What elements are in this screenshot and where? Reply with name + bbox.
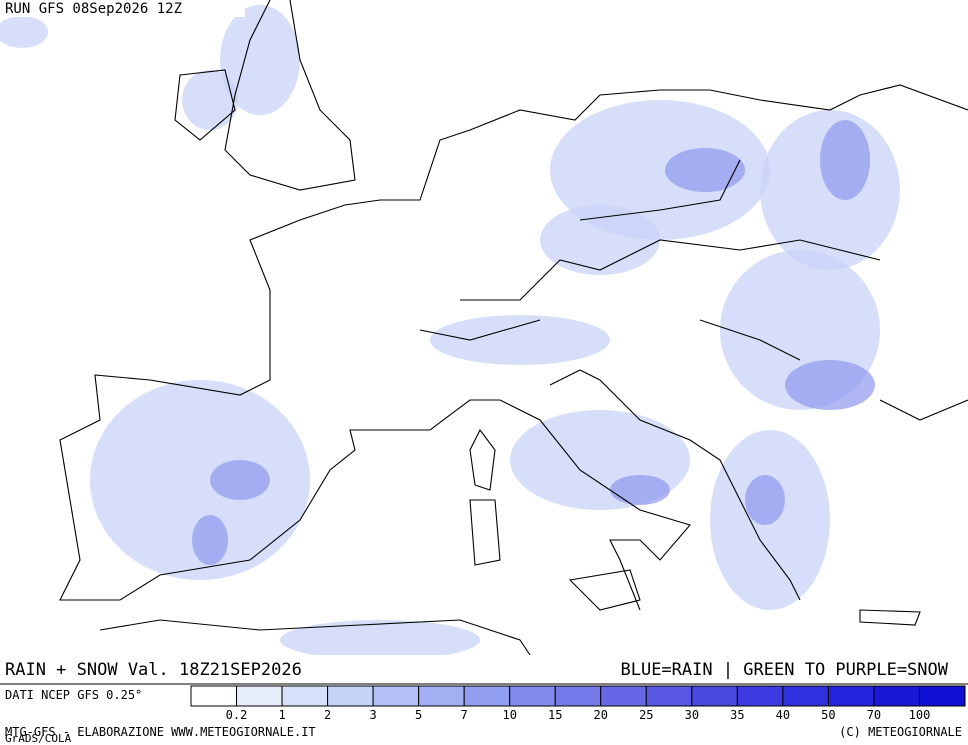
colorbar-swatch [509,685,556,707]
run-label: RUN GFS 08Sep2026 12Z [5,1,182,17]
grads-label: GrADS/COLA [5,732,72,745]
colorbar-swatch [327,685,374,707]
colorbar-label: 100 [909,708,931,722]
key-label: BLUE=RAIN | GREEN TO PURPLE=SNOW [620,660,948,680]
precip-field [0,5,900,660]
colorbar-label: 70 [867,708,881,722]
colorbar-label: 3 [370,708,377,722]
colorbar-swatch [236,685,283,707]
colorbar-swatch [645,685,693,707]
colorbar-label: 25 [639,708,653,722]
colorbar-swatch [190,685,238,707]
colorbar-swatch [918,685,966,707]
header-bg [0,0,245,17]
validity-label: RAIN + SNOW Val. 18Z21SEP2026 [5,660,302,680]
source-label: DATI NCEP GFS 0.25° [5,688,142,702]
colorbar-label: 20 [594,708,608,722]
colorbar-label: 10 [502,708,516,722]
colorbar-swatch [873,685,920,707]
credit-label: MTG-GFS - ELABORAZIONE WWW.METEOGIORNALE… [5,725,316,739]
copyright-label: (C) METEOGIORNALE [839,725,962,739]
colorbar-label: 35 [730,708,744,722]
colorbar-label: 15 [548,708,562,722]
colorbar-label: 2 [324,708,331,722]
colorbar-label: 30 [685,708,699,722]
colorbar-label: 40 [776,708,790,722]
colorbar-swatch [281,685,329,707]
colorbar-swatch [827,685,875,707]
colorbar-label: 5 [415,708,422,722]
colorbar: 0.2 1 2 3 5 7 10 15 20 25 30 35 40 50 70 100 [190,685,966,722]
colorbar-label: 0.2 [226,708,248,722]
coastlines [59,0,968,656]
colorbar-swatch [691,685,738,707]
colorbar-label: 1 [278,708,285,722]
colorbar-swatch [372,685,420,707]
colorbar-swatch [736,685,784,707]
colorbar-swatch [782,685,829,707]
colorbar-swatch [554,685,602,707]
colorbar-swatch [418,685,465,707]
colorbar-swatch [600,685,647,707]
colorbar-label: 7 [461,708,468,722]
colorbar-swatch [463,685,511,707]
colorbar-label: 50 [821,708,835,722]
